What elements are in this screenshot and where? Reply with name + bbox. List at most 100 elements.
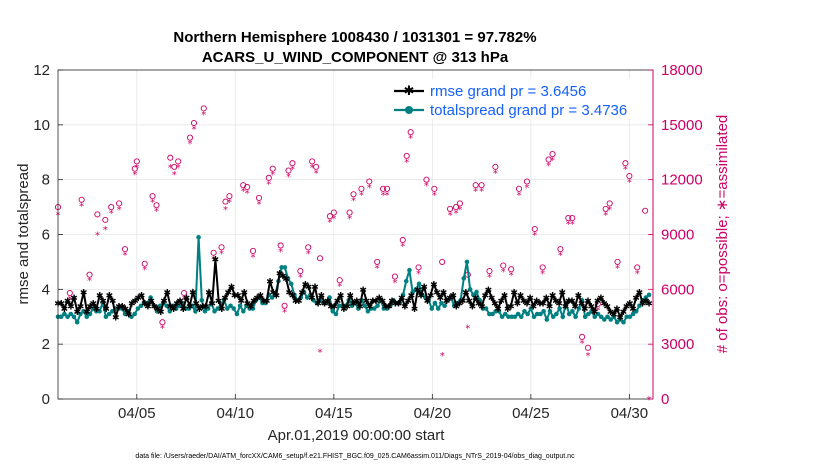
rmse-point: ✱: [327, 302, 335, 312]
obs-assimilated-asterisk: *: [392, 278, 397, 289]
left-y-axis-ticks: 0 2 4 6 8 10 12: [33, 62, 63, 408]
obs-assimilated-asterisk: *: [172, 170, 177, 181]
legend: ✱ rmse grand pr = 3.6456 totalspread gra…: [388, 79, 650, 119]
obs-possible-circle: [313, 163, 320, 170]
rmse-point: ✱: [356, 302, 364, 312]
rmse-point: ✱: [408, 291, 416, 301]
rmse-point: ✱: [196, 305, 204, 315]
totalspread-point: [646, 292, 652, 298]
rmse-point: ✱: [498, 297, 506, 307]
obs-possible-circle: [346, 209, 353, 216]
obs-possible-circle: [200, 105, 207, 112]
obs-assimilated-asterisk: *: [558, 251, 563, 262]
totalspread-point: [435, 306, 441, 311]
totalspread-point: [304, 295, 310, 300]
totalspread-point: [330, 308, 336, 314]
obs-assimilated-asterisk: *: [424, 181, 429, 192]
obs-possible-circle: [478, 182, 485, 189]
rmse-point: ✱: [99, 297, 107, 307]
rmse-point: ✱: [186, 302, 194, 312]
rmse-point: ✱: [321, 300, 329, 310]
rmse-point: ✱: [224, 289, 232, 299]
rmse-point: ✱: [613, 305, 621, 315]
totalspread-point: [496, 308, 502, 314]
totalspread-point: [576, 306, 582, 311]
series-lines: ✱✱✱✱✱✱✱✱✱✱✱✱✱✱✱✱✱✱✱✱✱✱✱✱✱✱✱✱✱✱✱✱✱✱✱✱✱✱✱✱…: [54, 234, 653, 325]
rmse-point: ✱: [80, 289, 88, 299]
chart-title-line1: Northern Hemisphere 1008430 / 1031301 = …: [173, 29, 536, 46]
obs-assimilated-asterisk: *: [270, 170, 275, 181]
obs-possible-circle: [358, 185, 365, 192]
totalspread-point: [279, 265, 284, 270]
totalspread-point: [429, 306, 435, 311]
totalspread-point: [247, 306, 252, 311]
totalspread-point: [483, 306, 489, 311]
obs-possible-circle: [218, 244, 225, 251]
obs-assimilated-asterisk: *: [298, 273, 303, 284]
rmse-point: ✱: [427, 291, 435, 301]
rmse-point: ✱: [144, 302, 152, 312]
rmse-point: ✱: [446, 294, 454, 304]
totalspread-point: [244, 303, 249, 309]
obs-assimilated-asterisk: *: [432, 190, 437, 201]
obs-possible-circle: [515, 185, 523, 192]
obs-assimilated-asterisk: *: [367, 183, 372, 194]
rmse-point: ✱: [131, 297, 139, 307]
rmse-point: ✱: [273, 291, 281, 301]
rmse-point: ✱: [347, 291, 355, 301]
rmse-point: ✱: [83, 308, 91, 318]
rmse-point: ✱: [183, 294, 191, 304]
totalspread-point: [509, 314, 514, 320]
rmse-point: ✱: [555, 300, 563, 310]
rmse-point: ✱: [549, 291, 557, 301]
rmse-point: ✱: [359, 286, 367, 296]
obs-assimilated-asterisk: *: [400, 241, 405, 252]
rmse-point: ✱: [571, 302, 579, 312]
rmse-point: ✱: [260, 297, 268, 307]
rmse-point: ✱: [106, 291, 114, 301]
rmse-point: ✱: [167, 302, 175, 312]
rmse-point: ✱: [350, 300, 358, 310]
totalspread-point: [356, 306, 361, 311]
totalspread-point: [595, 311, 601, 317]
obs-assimilated-asterisk: *: [381, 190, 386, 201]
rmse-point: ✱: [292, 297, 300, 307]
obs-assimilated-asterisk: *: [457, 205, 462, 216]
rmse-point: ✱: [109, 297, 117, 307]
obs-possible-circle: [539, 264, 546, 271]
obs-assimilated-asterisk: *: [487, 273, 492, 284]
obs-possible-circle: [602, 205, 609, 212]
obs-assimilated-asterisk: *: [168, 163, 173, 174]
totalspread-point: [560, 314, 566, 320]
totalspread-point: [164, 303, 169, 309]
totalspread-point: [439, 300, 444, 306]
rmse-point: ✱: [263, 297, 271, 307]
totalspread-point: [196, 234, 201, 240]
totalspread-point: [381, 306, 387, 311]
obs-possible-circle: [265, 174, 272, 181]
rmse-point: ✱: [115, 302, 123, 312]
totalspread-point: [592, 314, 598, 320]
rmse-point: ✱: [363, 297, 371, 307]
rmse-point: ✱: [520, 297, 528, 307]
rmse-point: ✱: [218, 305, 226, 315]
obs-assimilated-asterisk: *: [404, 157, 409, 168]
obs-assimilated-asterisk: *: [109, 209, 114, 220]
rmse-point: ✱: [257, 291, 265, 301]
rmse-point: ✱: [639, 300, 647, 310]
totalspread-point: [78, 311, 83, 317]
obs-assimilated-asterisk: *: [416, 269, 421, 280]
obs-assimilated-asterisk: *: [347, 214, 352, 225]
rmse-point: ✱: [539, 300, 547, 310]
rmse-point: ✱: [247, 302, 255, 312]
obs-assimilated-asterisk: *: [603, 210, 608, 221]
obs-assimilated-asterisk: *: [117, 205, 122, 216]
totalspread-point: [288, 281, 294, 287]
obs-possible-circle: [549, 151, 556, 158]
right-y-tick-label: 18000: [661, 62, 703, 79]
x-tick-label: 04/25: [512, 405, 550, 422]
totalspread-point: [403, 278, 409, 284]
totalspread-point: [138, 303, 144, 309]
obs-assimilated-asterisk: *: [150, 198, 155, 209]
rmse-point: ✱: [157, 308, 165, 318]
